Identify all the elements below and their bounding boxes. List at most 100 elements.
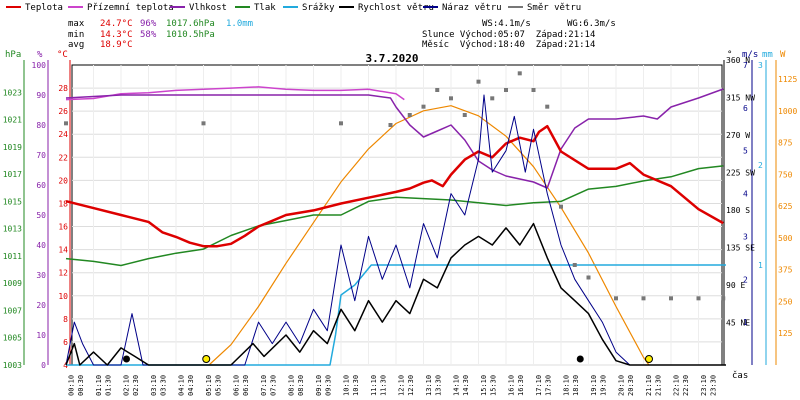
- x-tick-12: 06:10: [233, 375, 241, 396]
- pct-tick-6: 60: [36, 181, 46, 190]
- x-tick-33: 16:30: [517, 375, 525, 396]
- stats-max-rain: 1.0mm: [226, 19, 253, 29]
- hpa-tick-8: 1019: [3, 143, 22, 152]
- x-tick-44: 22:10: [673, 375, 681, 396]
- wind-dir-point-13: [531, 88, 536, 92]
- stats-min-hum: 58%: [140, 30, 157, 40]
- x-tick-15: 07:30: [269, 375, 277, 396]
- deg-tick-7: 360 N: [726, 56, 750, 65]
- degc-tick-1: 6: [63, 338, 68, 347]
- legend-label-4: Srážky: [302, 3, 335, 13]
- series-8: [208, 105, 650, 366]
- mm-tick-0: 1: [758, 261, 763, 270]
- stats-min-label: min: [68, 30, 84, 40]
- degc-tick-10: 24: [58, 130, 68, 139]
- stats-min-press: 1010.5hPa: [166, 30, 215, 40]
- unit-pct: %: [37, 50, 43, 60]
- degc-tick-12: 28: [58, 84, 68, 93]
- x-tick-38: 19:10: [590, 375, 598, 396]
- wind-dir-point-20: [669, 296, 673, 301]
- x-tick-26: 13:10: [425, 375, 433, 396]
- x-tick-32: 16:10: [508, 375, 516, 396]
- ms-tick-2: 3: [743, 232, 748, 241]
- legend-label-6: Náraz větru: [442, 3, 502, 13]
- deg-tick-5: 270 W: [726, 131, 750, 140]
- series-3: [65, 165, 724, 267]
- pct-tick-4: 40: [36, 241, 46, 250]
- pct-tick-0: 0: [41, 361, 46, 370]
- legend: Teplota Přízemní teplota Vlhkost Tlak Srážky…: [6, 3, 581, 13]
- unit-deg: °: [727, 50, 732, 60]
- degc-tick-0: 4: [63, 361, 68, 370]
- ms-tick-6: 7: [743, 61, 748, 70]
- x-axis: 00:10 00:30 01:10 01:30 02:10 02:30 03:10 03:30…: [68, 375, 718, 396]
- unit-w: W: [780, 50, 786, 60]
- x-tick-0: 00:10: [68, 375, 76, 396]
- hpa-tick-7: 1017: [3, 170, 22, 179]
- w-tick-5: 750: [778, 170, 793, 179]
- x-tick-6: 03:10: [150, 375, 158, 396]
- ms-tick-0: 1: [743, 318, 748, 327]
- w-tick-1: 250: [778, 297, 793, 306]
- series-layer: [64, 71, 726, 366]
- moon-marker-2: [576, 355, 584, 363]
- x-tick-40: 20:10: [618, 375, 626, 396]
- x-tick-14: 07:10: [260, 375, 268, 396]
- x-tick-29: 14:30: [462, 375, 470, 396]
- legend-label-1: Přízemní teplota: [87, 3, 174, 13]
- w-tick-8: 1125: [778, 75, 797, 84]
- right-axes: 45 NE 90 E 135 SE 180 S 225 SW 270 W 315 NW 360…: [723, 56, 797, 365]
- x-tick-43: 21:30: [654, 375, 662, 396]
- hpa-tick-6: 1015: [3, 197, 22, 206]
- degc-tick-9: 22: [58, 153, 68, 162]
- x-tick-28: 14:10: [453, 375, 461, 396]
- pct-tick-2: 20: [36, 301, 46, 310]
- ms-tick-3: 4: [743, 190, 748, 199]
- wind-dir-point-9: [476, 79, 481, 84]
- wind-dir-point-10: [490, 96, 495, 101]
- wind-dir-point-16: [572, 263, 577, 267]
- hpa-tick-9: 1021: [3, 116, 22, 125]
- unit-hpa: hPa: [5, 50, 21, 60]
- stats-max-hum: 96%: [140, 19, 157, 29]
- wind-wg: WG:6.3m/s: [567, 19, 616, 29]
- unit-degc: °C: [57, 50, 68, 60]
- chart-title: 3.7.2020: [366, 52, 419, 65]
- x-tick-47: 23:30: [709, 375, 717, 396]
- deg-tick-4: 225 SW: [726, 169, 755, 178]
- wind-dir-point-18: [614, 296, 618, 301]
- x-tick-10: 05:10: [205, 375, 213, 396]
- sun-marker-3: [645, 355, 653, 363]
- sun-marker-1: [202, 355, 211, 363]
- pct-tick-1: 10: [36, 331, 46, 340]
- degc-tick-4: 12: [58, 269, 68, 278]
- wind-dir-point-7: [449, 96, 453, 101]
- hpa-tick-2: 1007: [3, 306, 22, 315]
- series-0: [65, 124, 724, 248]
- legend-label-3: Tlak: [254, 3, 276, 13]
- ms-tick-1: 2: [743, 275, 748, 284]
- wind-ws: WS:4.1m/s: [482, 19, 531, 29]
- pct-tick-10: 100: [32, 61, 47, 70]
- x-tick-36: 18:10: [563, 375, 571, 396]
- wind-dir-point-8: [462, 113, 467, 117]
- legend-label-2: Vlhkost: [189, 3, 227, 13]
- deg-tick-3: 180 S: [726, 206, 750, 215]
- deg-tick-6: 315 NW: [726, 94, 755, 103]
- hpa-tick-0: 1003: [3, 361, 22, 370]
- x-tick-34: 17:10: [535, 375, 543, 396]
- pct-tick-7: 70: [36, 151, 46, 160]
- pct-tick-8: 80: [36, 121, 46, 130]
- w-tick-2: 375: [778, 266, 793, 275]
- stats-min-temp: 14.3°C: [100, 30, 133, 40]
- x-tick-30: 15:10: [480, 375, 488, 396]
- wind-dir-point-6: [435, 88, 440, 92]
- degc-tick-6: 16: [58, 223, 68, 232]
- degc-tick-7: 18: [58, 199, 68, 208]
- x-tick-22: 11:10: [370, 375, 378, 396]
- x-tick-24: 12:10: [398, 375, 406, 396]
- w-tick-0: 125: [778, 329, 793, 338]
- legend-label-7: Směr větru: [527, 3, 581, 13]
- unit-x: čas: [732, 370, 748, 381]
